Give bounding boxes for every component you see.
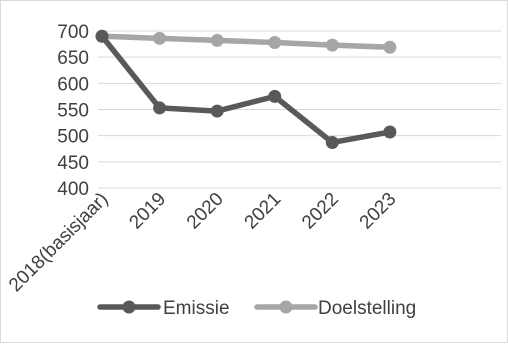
series-line-doelstelling <box>99 33 393 50</box>
y-tick-label: 550 <box>57 101 89 122</box>
legend-swatch-marker <box>122 300 136 314</box>
x-tick-label: 2020 <box>183 189 228 234</box>
data-point-doelstelling <box>153 31 167 45</box>
y-tick-label: 650 <box>57 48 89 69</box>
x-tick-label: 2019 <box>125 189 170 234</box>
data-point-doelstelling <box>210 33 224 47</box>
legend: Emissie Doelstelling <box>97 298 416 319</box>
x-tick-label: 2022 <box>298 189 343 234</box>
y-tick-label: 400 <box>57 179 89 200</box>
data-point-doelstelling <box>383 40 397 54</box>
data-point-emissie <box>325 135 339 149</box>
y-tick-label: 450 <box>57 153 89 174</box>
legend-label: Emissie <box>163 298 230 319</box>
legend-label: Doelstelling <box>318 298 416 319</box>
y-axis: 700 650 600 550 500 450 400 <box>57 22 89 200</box>
x-tick-label: 2018(basisjaar) <box>5 189 112 296</box>
legend-swatch-marker <box>279 300 293 314</box>
data-point-emissie <box>153 101 167 115</box>
data-point-doelstelling <box>325 38 339 52</box>
x-axis: 2018(basisjaar) 2019 2020 2021 2022 2023 <box>5 187 501 296</box>
plot-series <box>95 29 397 149</box>
data-point-emissie <box>95 29 109 43</box>
data-point-emissie <box>383 125 397 139</box>
x-tick-label: 2023 <box>356 189 401 234</box>
data-point-emissie <box>210 104 224 118</box>
data-point-doelstelling <box>268 36 282 50</box>
y-tick-label: 700 <box>57 22 89 43</box>
data-point-emissie <box>268 89 282 103</box>
x-tick-label: 2021 <box>241 189 286 234</box>
series-line-emissie <box>99 33 393 146</box>
y-tick-label: 500 <box>57 127 89 148</box>
y-tick-label: 600 <box>57 74 89 95</box>
